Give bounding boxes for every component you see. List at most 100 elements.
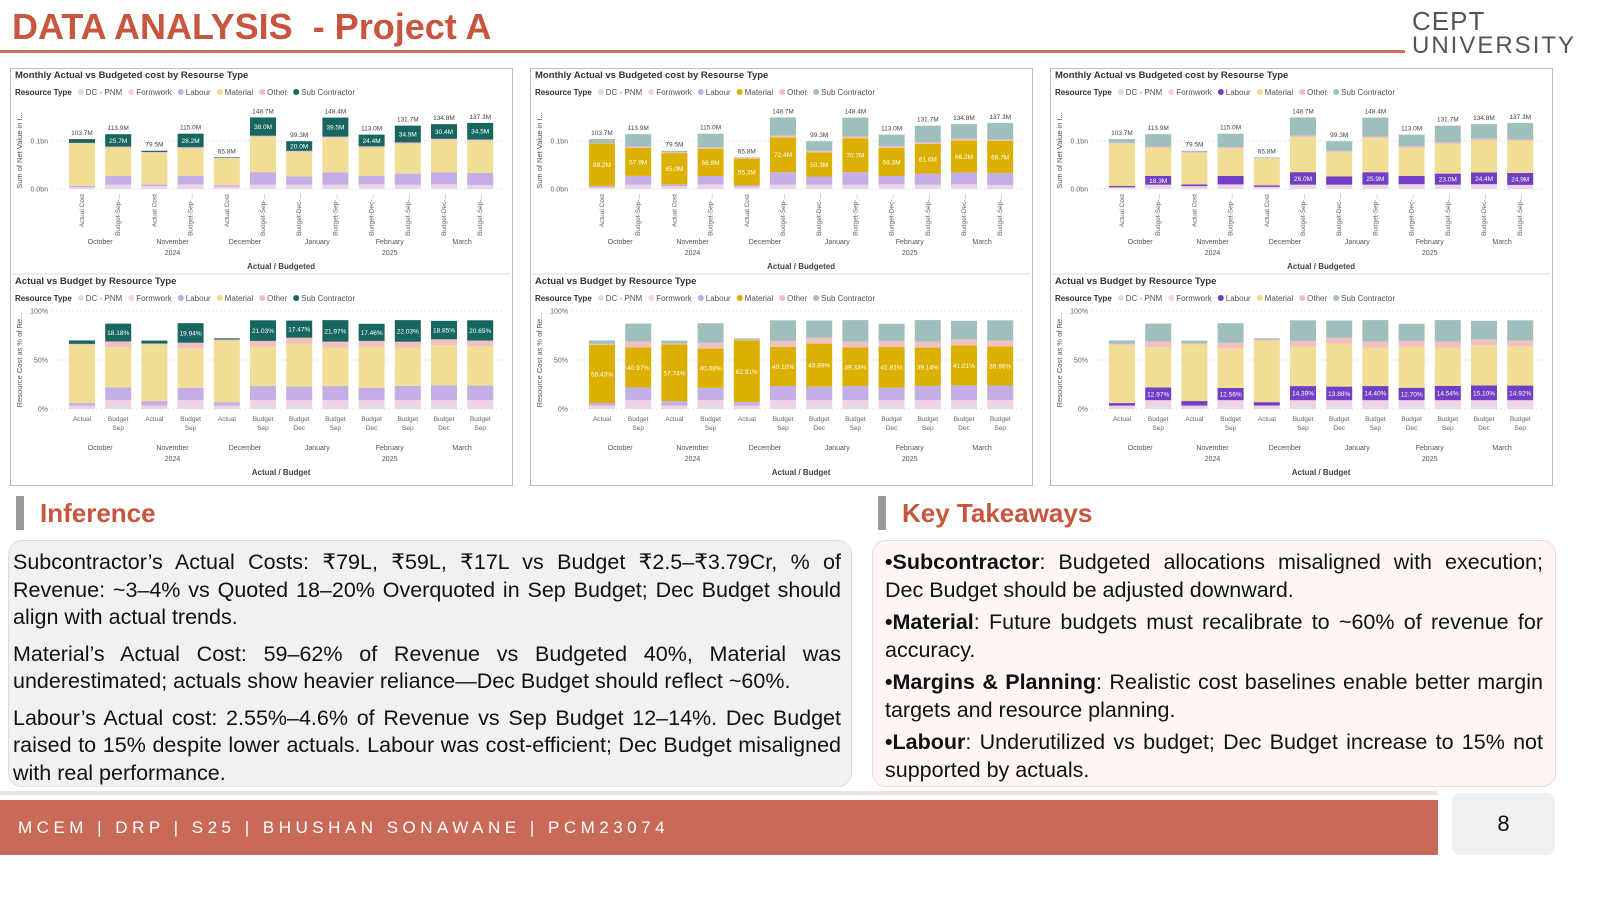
data-label: 61.6M bbox=[919, 156, 937, 163]
data-label: 18.85% bbox=[433, 328, 455, 335]
x-axis-title: Actual / Budgeted bbox=[247, 262, 315, 271]
data-label: 22.03% bbox=[397, 328, 419, 335]
month-label: February bbox=[896, 445, 925, 452]
bar-segment bbox=[105, 387, 132, 401]
bar-segment bbox=[1181, 344, 1208, 402]
data-label: 50.3M bbox=[810, 162, 828, 169]
bar-segment bbox=[69, 340, 95, 344]
total-label: 148.4M bbox=[845, 109, 867, 116]
month-label: December bbox=[749, 445, 782, 452]
bar-segment bbox=[141, 184, 168, 187]
term: •Material bbox=[885, 610, 974, 634]
bar-segment bbox=[1326, 320, 1353, 338]
bar-segment bbox=[1398, 176, 1425, 185]
bar-segment bbox=[806, 152, 833, 177]
logo: CEPT UNIVERSITY bbox=[1412, 8, 1576, 58]
data-label: 13.88% bbox=[1328, 391, 1350, 398]
x-tick-label: Budget Sep bbox=[470, 416, 491, 432]
data-label: 39.14% bbox=[917, 364, 939, 371]
bar-segment bbox=[1434, 125, 1461, 143]
data-label: 23.0M bbox=[1439, 177, 1457, 184]
bar-segment bbox=[1253, 157, 1280, 158]
legend-dot bbox=[1217, 295, 1224, 301]
bar-segment bbox=[141, 340, 168, 344]
takeaways-heading: Key Takeaways bbox=[878, 496, 1092, 530]
bar-segment bbox=[1217, 133, 1244, 148]
bar-segment bbox=[213, 158, 240, 186]
bar-segment bbox=[697, 387, 724, 401]
bar-segment bbox=[1326, 150, 1353, 153]
bar-segment bbox=[878, 400, 905, 407]
bar-segment bbox=[286, 337, 313, 344]
bar-segment bbox=[1507, 400, 1534, 407]
bar-segment bbox=[105, 187, 132, 189]
bar-segment bbox=[141, 187, 168, 189]
data-label: 17.46% bbox=[361, 330, 383, 337]
month-label: March bbox=[1492, 445, 1512, 452]
total-label: 99.3M bbox=[290, 132, 308, 139]
x-tick-label: Budget-Sep-... bbox=[332, 194, 339, 236]
bar-segment bbox=[1471, 320, 1497, 340]
bar-segment bbox=[1434, 341, 1461, 348]
paragraph: Material’s Actual Cost: 59–62% of Revenu… bbox=[13, 641, 841, 694]
total-label: 65.8M bbox=[1258, 148, 1276, 155]
bar-segment bbox=[431, 345, 457, 386]
bar-segment bbox=[878, 147, 905, 177]
legend-dot bbox=[216, 89, 223, 95]
bar-segment bbox=[733, 157, 760, 158]
logo-bottom: UNIVERSITY bbox=[1412, 32, 1577, 59]
x-tick-label: Budget-Sep-... bbox=[260, 194, 267, 236]
data-label: 34.5M bbox=[471, 129, 489, 136]
data-label: 12.97% bbox=[1147, 391, 1169, 398]
bar-segment bbox=[733, 405, 760, 408]
legend-dot bbox=[77, 89, 84, 95]
legend-dot bbox=[1299, 295, 1306, 301]
x-tick-label: Actual bbox=[1258, 416, 1277, 423]
x-tick-label: Budget-Dec-... bbox=[889, 194, 896, 236]
bar-segment bbox=[177, 323, 204, 343]
bar-segment bbox=[625, 341, 652, 348]
bar-segment bbox=[589, 407, 615, 409]
bar-segment bbox=[589, 405, 615, 408]
month-label: February bbox=[896, 239, 925, 246]
data-label: 24.4M bbox=[1475, 176, 1493, 183]
legend-label: Sub Contractor bbox=[821, 294, 875, 303]
bar-segment bbox=[987, 187, 1014, 189]
legend-dot bbox=[736, 89, 743, 95]
legend-label: Formwork bbox=[656, 294, 693, 303]
bar-segment bbox=[1181, 405, 1208, 408]
data-label: 20.0M bbox=[290, 144, 308, 151]
bar-segment bbox=[105, 134, 132, 147]
bar-segment bbox=[842, 184, 869, 188]
x-tick-label: Budget Dec bbox=[1474, 416, 1495, 432]
year-label: 2025 bbox=[382, 250, 398, 257]
legend-label: Other bbox=[787, 294, 807, 303]
bar-segment bbox=[770, 320, 796, 341]
bar-segment bbox=[878, 406, 905, 409]
legend-dot bbox=[1117, 295, 1124, 301]
bar-segment bbox=[625, 400, 652, 407]
legend-label: DC - PNM bbox=[1126, 88, 1163, 97]
bar-segment bbox=[1181, 153, 1208, 185]
data-label: 20.65% bbox=[469, 328, 491, 335]
bar-segment bbox=[1145, 323, 1172, 342]
total-label: 113.9M bbox=[108, 125, 129, 132]
month-label: October bbox=[608, 239, 634, 246]
legend-dot bbox=[259, 295, 266, 301]
bar-segment bbox=[213, 402, 240, 406]
bar-segment bbox=[322, 406, 349, 409]
legend-label: Labour bbox=[186, 294, 211, 303]
bar-segment bbox=[467, 187, 494, 189]
x-tick-label: Budget-Sep-... bbox=[405, 194, 412, 236]
bar-segment bbox=[105, 406, 132, 409]
bar-segment bbox=[1109, 139, 1135, 143]
bar-segment bbox=[661, 187, 688, 189]
year-label: 2025 bbox=[382, 456, 398, 463]
bar-segment bbox=[661, 184, 688, 187]
bar-segment bbox=[177, 147, 204, 149]
bar-segment bbox=[69, 343, 95, 345]
bar-segment bbox=[1145, 146, 1172, 148]
total-label: 115.0M bbox=[1220, 125, 1241, 132]
bar-segment bbox=[1217, 400, 1244, 407]
